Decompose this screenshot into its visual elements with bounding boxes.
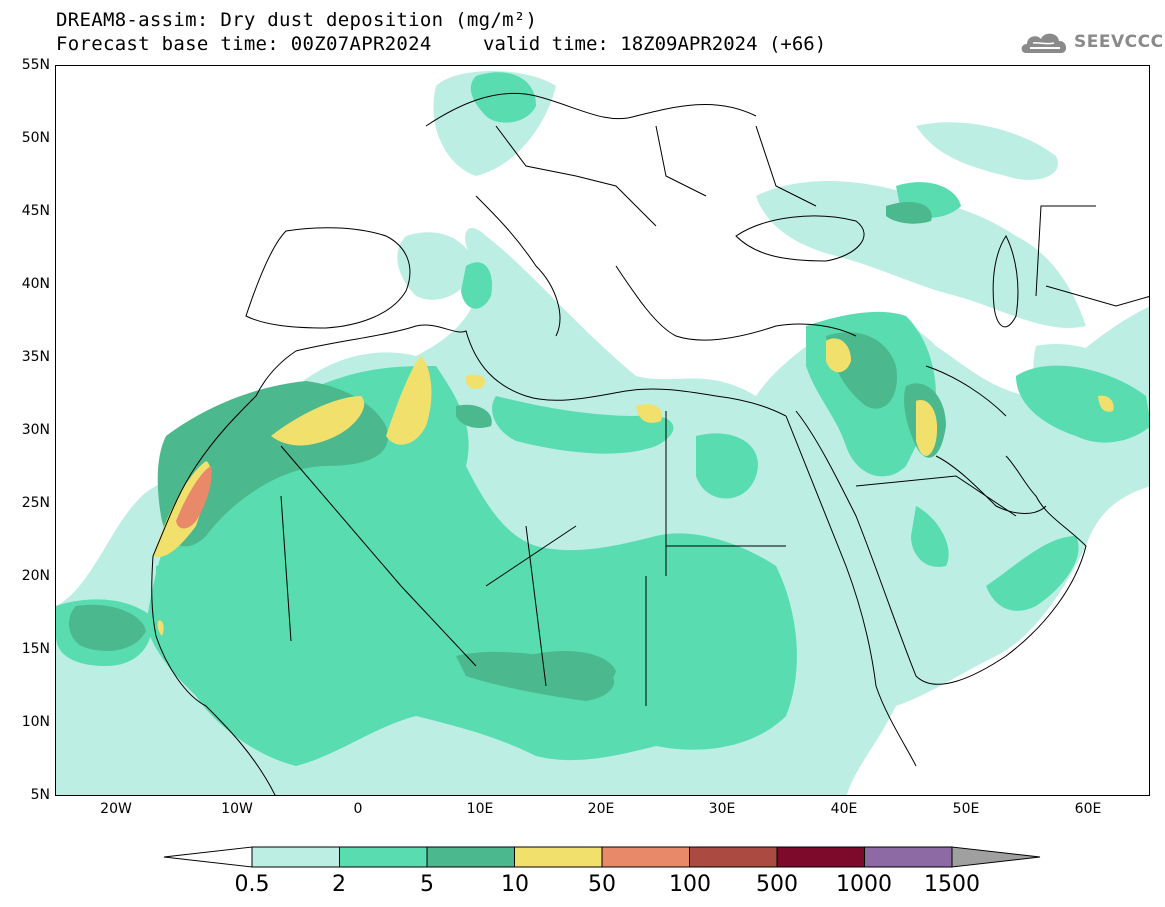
lon-label-0: 0 bbox=[353, 801, 363, 817]
lon-label-60e: 60E bbox=[1074, 801, 1102, 817]
iberia-coast bbox=[245, 227, 411, 329]
colorbar-segment-2 bbox=[339, 846, 428, 868]
deposition-level-50 bbox=[176, 466, 212, 529]
persian-gulf bbox=[935, 455, 1047, 514]
lon-label-30e: 30E bbox=[708, 801, 736, 817]
border-niger bbox=[400, 585, 477, 667]
caspian-sea bbox=[992, 235, 1019, 328]
legend-label-1500: 1500 bbox=[924, 872, 980, 897]
legend-label-5: 5 bbox=[420, 872, 434, 897]
border-chad bbox=[525, 525, 547, 687]
lat-label-50n: 50N bbox=[21, 130, 50, 146]
border-central-asia bbox=[1035, 205, 1096, 297]
lon-label-40e: 40E bbox=[830, 801, 858, 817]
legend-label-0.5: 0.5 bbox=[234, 872, 270, 897]
legend-label-100: 100 bbox=[669, 872, 711, 897]
border-mali bbox=[280, 495, 292, 642]
forecast-base-time: Forecast base time: 00Z07APR2024 bbox=[56, 33, 432, 55]
border-iran bbox=[925, 365, 1007, 417]
valid-time: valid time: 18Z09APR2024 (+66) bbox=[483, 33, 827, 55]
colorbar-lower-arrow bbox=[163, 846, 253, 868]
legend-label-50: 50 bbox=[588, 872, 616, 897]
logo-label: SEEVCCC bbox=[1074, 32, 1164, 52]
cloud-icon bbox=[1021, 33, 1067, 53]
dust-deposition-map bbox=[56, 71, 1149, 795]
legend-label-500: 500 bbox=[756, 872, 798, 897]
legend-label-1000: 1000 bbox=[836, 872, 892, 897]
border-saudi bbox=[855, 475, 1017, 517]
colorbar-segment-100 bbox=[689, 846, 778, 868]
border-europe-1 bbox=[495, 125, 577, 177]
lon-label-10w: 10W bbox=[221, 801, 253, 817]
colorbar-segment-50 bbox=[601, 846, 690, 868]
lat-label-35n: 35N bbox=[21, 349, 50, 365]
border-europe-3 bbox=[655, 125, 707, 197]
greece-turkey bbox=[615, 265, 857, 341]
lon-label-50e: 50E bbox=[952, 801, 980, 817]
legend-label-2: 2 bbox=[332, 872, 346, 897]
chart-title: DREAM8-assim: Dry dust deposition (mg/m²… bbox=[56, 9, 538, 31]
colorbar-segment-10 bbox=[514, 846, 603, 868]
colorbar-segment-1000 bbox=[864, 846, 953, 868]
lon-label-20e: 20E bbox=[587, 801, 615, 817]
lat-label-20n: 20N bbox=[21, 568, 50, 584]
colorbar-legend bbox=[163, 846, 1041, 868]
lat-label-25n: 25N bbox=[21, 495, 50, 511]
lat-label-55n: 55N bbox=[21, 57, 50, 73]
italy-peninsula bbox=[475, 195, 561, 337]
border-asia-2 bbox=[1045, 285, 1149, 307]
red-sea-west bbox=[785, 415, 917, 767]
africa-northwest-coast bbox=[152, 324, 787, 557]
colorbar-segment-0.5 bbox=[251, 846, 340, 868]
seevccc-logo: SEEVCCC bbox=[1018, 27, 1163, 59]
black-sea bbox=[735, 215, 865, 262]
coastlines-and-borders bbox=[151, 92, 1149, 795]
map-panel bbox=[55, 65, 1150, 796]
colorbar-segment-500 bbox=[776, 846, 865, 868]
lat-label-5n: 5N bbox=[30, 787, 50, 803]
lat-label-15n: 15N bbox=[21, 641, 50, 657]
lat-label-10n: 10N bbox=[21, 714, 50, 730]
lat-label-30n: 30N bbox=[21, 422, 50, 438]
europe-north-coast bbox=[425, 92, 757, 127]
legend-label-10: 10 bbox=[501, 872, 529, 897]
lon-label-20w: 20W bbox=[100, 801, 132, 817]
border-algeria bbox=[280, 445, 402, 587]
lat-label-45n: 45N bbox=[21, 203, 50, 219]
colorbar-segment-5 bbox=[426, 846, 515, 868]
lon-label-10e: 10E bbox=[466, 801, 494, 817]
border-europe-2 bbox=[575, 175, 657, 227]
africa-west-coast bbox=[151, 555, 276, 795]
colorbar-upper-arrow bbox=[951, 846, 1041, 868]
border-europe-4 bbox=[755, 125, 817, 207]
border-libya-south bbox=[485, 525, 577, 587]
lat-label-40n: 40N bbox=[21, 276, 50, 292]
